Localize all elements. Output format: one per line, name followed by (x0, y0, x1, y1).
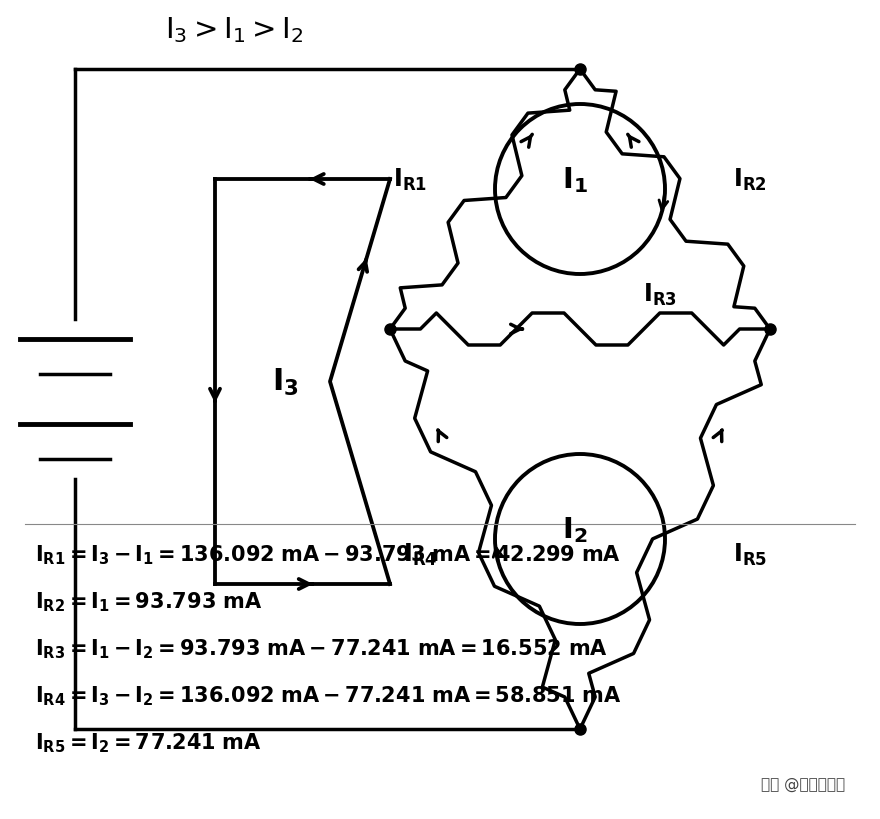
Text: $\mathbf{I_{R4} = I_3 - I_2 = 136.092\ mA - 77.241\ mA = 58.851\ mA}$: $\mathbf{I_{R4} = I_3 - I_2 = 136.092\ m… (35, 683, 621, 707)
Text: $\mathbf{I_{R1} = I_3 - I_1 = 136.092\ mA - 93.793\ mA = 42.299\ mA}$: $\mathbf{I_{R1} = I_3 - I_1 = 136.092\ m… (35, 542, 621, 566)
Text: $\mathbf{I_{R5}}$: $\mathbf{I_{R5}}$ (733, 541, 767, 568)
Text: $\mathbf{I_{R2}}$: $\mathbf{I_{R2}}$ (733, 167, 766, 192)
Text: $\mathbf{I_{R2} = I_1 = 93.793\ mA}$: $\mathbf{I_{R2} = I_1 = 93.793\ mA}$ (35, 590, 262, 613)
Text: $\mathbf{I_1}$: $\mathbf{I_1}$ (562, 165, 588, 195)
Text: $\mathbf{I_3}$: $\mathbf{I_3}$ (272, 367, 298, 397)
Text: $\mathbf{I_{R3}}$: $\mathbf{I_{R3}}$ (643, 282, 677, 308)
Text: $\mathbf{I_{R4}}$: $\mathbf{I_{R4}}$ (403, 541, 437, 568)
Text: $\mathbf{I_2}$: $\mathbf{I_2}$ (562, 514, 588, 545)
Text: $\mathbf{I_{R3} = I_1 - I_2 = 93.793\ mA - 77.241\ mA = 16.552\ mA}$: $\mathbf{I_{R3} = I_1 - I_2 = 93.793\ mA… (35, 636, 608, 660)
Text: 头条 @电子资料库: 头条 @电子资料库 (761, 776, 845, 791)
Text: $\mathbf{I_{R1}}$: $\mathbf{I_{R1}}$ (393, 167, 427, 192)
Text: $\mathbf{I_{R5} = I_2 = 77.241\ mA}$: $\mathbf{I_{R5} = I_2 = 77.241\ mA}$ (35, 731, 261, 753)
Text: $\mathrm{I_3 > I_1 > I_2}$: $\mathrm{I_3 > I_1 > I_2}$ (165, 15, 304, 45)
